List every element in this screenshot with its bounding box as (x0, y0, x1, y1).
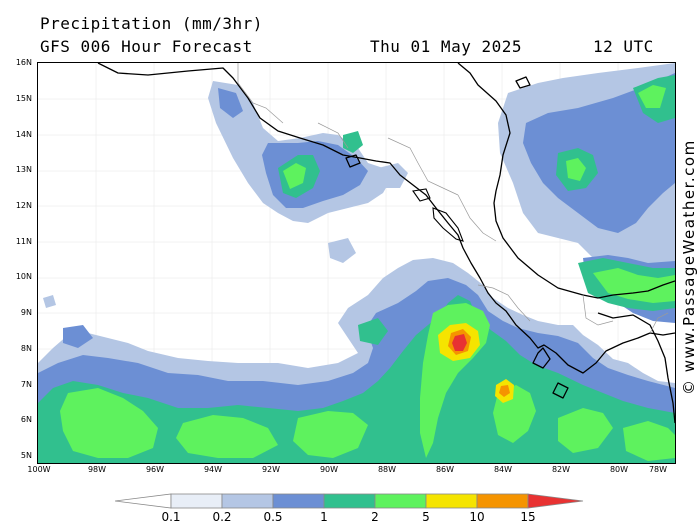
lat-label: 10N (15, 272, 32, 281)
lat-label: 12N (15, 201, 32, 210)
legend-label: 10 (469, 510, 485, 524)
lon-label: 82W (551, 465, 571, 474)
legend-label: 5 (422, 510, 430, 524)
legend-label: 1 (320, 510, 328, 524)
lon-label: 78W (648, 465, 668, 474)
precip-red (452, 334, 467, 351)
lat-label: 13N (15, 165, 32, 174)
lat-label: 11N (15, 237, 32, 246)
legend-arrow-low (115, 493, 172, 509)
lon-label: 88W (377, 465, 397, 474)
site-credit: © www.PassageWeather.com (680, 139, 698, 395)
lon-label: 84W (493, 465, 513, 474)
legend-label: 2 (371, 510, 379, 524)
forecast-time: 12 UTC (593, 37, 654, 56)
lat-label: 5N (20, 451, 32, 460)
forecast-subtitle: GFS 006 Hour Forecast (40, 37, 253, 56)
lat-label: 6N (20, 415, 32, 424)
lat-label: 7N (20, 380, 32, 389)
color-scale-legend (115, 493, 584, 509)
legend-swatch (221, 493, 274, 509)
lon-label: 96W (145, 465, 165, 474)
legend-label: 15 (520, 510, 536, 524)
legend-swatch (170, 493, 223, 509)
lon-label: 90W (319, 465, 339, 474)
legend-swatch (323, 493, 376, 509)
legend-swatch (476, 493, 529, 509)
lat-label: 15N (15, 94, 32, 103)
coastline (97, 63, 675, 424)
legend-swatch (425, 493, 478, 509)
legend-label: 0.2 (212, 510, 232, 524)
legend-swatch (374, 493, 427, 509)
forecast-date: Thu 01 May 2025 (370, 37, 522, 56)
map-canvas (38, 63, 675, 463)
legend-swatch (272, 493, 325, 509)
legend-label: 0.1 (161, 510, 181, 524)
lon-label: 92W (261, 465, 281, 474)
lakes (412, 188, 464, 242)
lon-label: 100W (27, 465, 51, 474)
lon-label: 94W (203, 465, 223, 474)
lat-label: 9N (20, 308, 32, 317)
lon-label: 80W (609, 465, 629, 474)
legend-arrow-high (527, 493, 584, 509)
country-borders (237, 63, 669, 334)
lon-label: 98W (87, 465, 107, 474)
lat-label: 16N (15, 58, 32, 67)
lon-label: 86W (435, 465, 455, 474)
lat-label: 8N (20, 344, 32, 353)
map-title: Precipitation (mm/3hr) (40, 14, 263, 33)
legend-label: 0.5 (263, 510, 283, 524)
lat-label: 14N (15, 130, 32, 139)
precipitation-map (37, 62, 676, 464)
